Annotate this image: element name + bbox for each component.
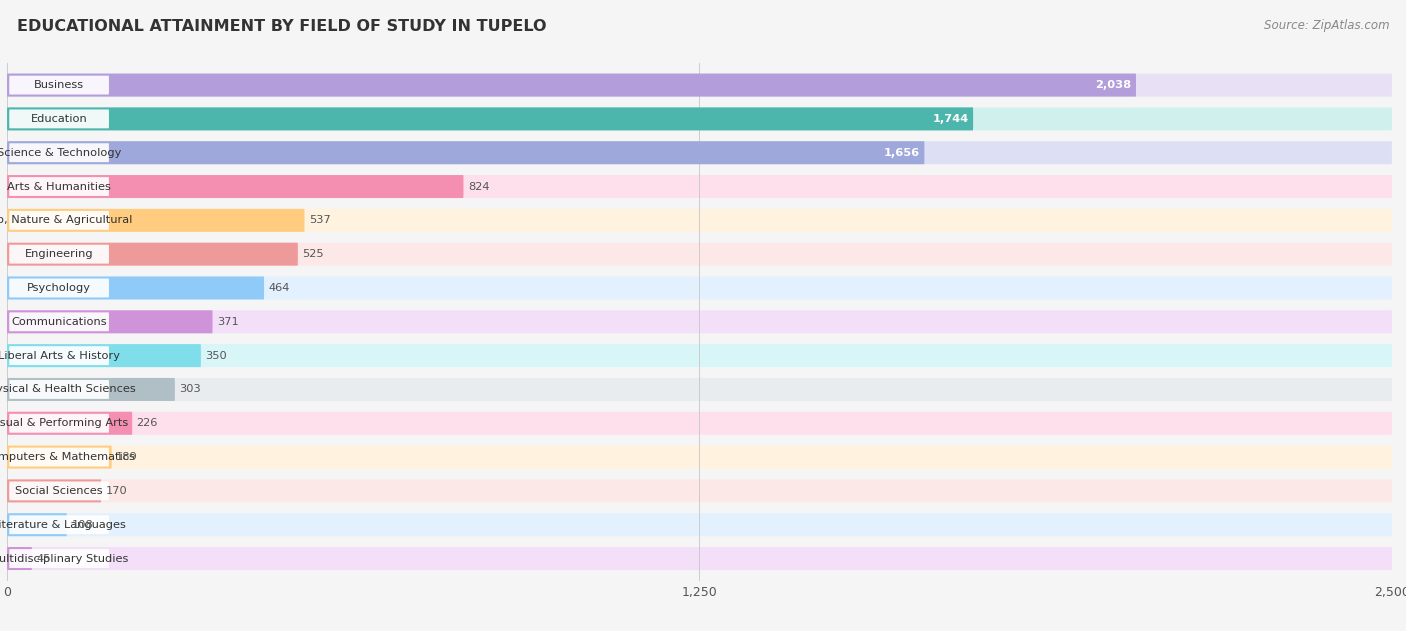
FancyBboxPatch shape bbox=[10, 549, 108, 568]
Text: Psychology: Psychology bbox=[27, 283, 91, 293]
FancyBboxPatch shape bbox=[10, 177, 108, 196]
FancyBboxPatch shape bbox=[7, 310, 1392, 333]
FancyBboxPatch shape bbox=[7, 74, 1136, 97]
FancyBboxPatch shape bbox=[10, 414, 108, 433]
Text: 226: 226 bbox=[136, 418, 157, 428]
Text: Science & Technology: Science & Technology bbox=[0, 148, 121, 158]
FancyBboxPatch shape bbox=[10, 346, 108, 365]
Text: Visual & Performing Arts: Visual & Performing Arts bbox=[0, 418, 129, 428]
Text: 2,038: 2,038 bbox=[1095, 80, 1132, 90]
FancyBboxPatch shape bbox=[7, 412, 1392, 435]
Text: 537: 537 bbox=[309, 215, 330, 225]
Text: Liberal Arts & History: Liberal Arts & History bbox=[0, 351, 120, 361]
Text: Source: ZipAtlas.com: Source: ZipAtlas.com bbox=[1264, 19, 1389, 32]
FancyBboxPatch shape bbox=[7, 378, 174, 401]
Text: 371: 371 bbox=[217, 317, 239, 327]
Text: Communications: Communications bbox=[11, 317, 107, 327]
Text: 303: 303 bbox=[180, 384, 201, 394]
Text: 108: 108 bbox=[72, 520, 93, 529]
FancyBboxPatch shape bbox=[7, 209, 305, 232]
FancyBboxPatch shape bbox=[10, 109, 108, 128]
Text: Computers & Mathematics: Computers & Mathematics bbox=[0, 452, 135, 462]
FancyBboxPatch shape bbox=[7, 175, 464, 198]
FancyBboxPatch shape bbox=[7, 412, 132, 435]
Text: 1,656: 1,656 bbox=[884, 148, 920, 158]
FancyBboxPatch shape bbox=[7, 310, 212, 333]
FancyBboxPatch shape bbox=[7, 547, 32, 570]
Text: 189: 189 bbox=[117, 452, 138, 462]
Text: Social Sciences: Social Sciences bbox=[15, 486, 103, 496]
FancyBboxPatch shape bbox=[10, 245, 108, 264]
FancyBboxPatch shape bbox=[10, 380, 108, 399]
FancyBboxPatch shape bbox=[7, 276, 264, 300]
FancyBboxPatch shape bbox=[7, 107, 1392, 131]
Text: 170: 170 bbox=[105, 486, 128, 496]
Text: 1,744: 1,744 bbox=[932, 114, 969, 124]
Text: Bio, Nature & Agricultural: Bio, Nature & Agricultural bbox=[0, 215, 132, 225]
FancyBboxPatch shape bbox=[7, 344, 1392, 367]
FancyBboxPatch shape bbox=[7, 243, 1392, 266]
FancyBboxPatch shape bbox=[7, 480, 1392, 502]
FancyBboxPatch shape bbox=[7, 513, 67, 536]
FancyBboxPatch shape bbox=[10, 211, 108, 230]
FancyBboxPatch shape bbox=[7, 243, 298, 266]
Text: 525: 525 bbox=[302, 249, 323, 259]
Text: Multidisciplinary Studies: Multidisciplinary Studies bbox=[0, 553, 129, 563]
FancyBboxPatch shape bbox=[7, 480, 101, 502]
FancyBboxPatch shape bbox=[10, 76, 108, 95]
Text: Business: Business bbox=[34, 80, 84, 90]
FancyBboxPatch shape bbox=[10, 481, 108, 500]
FancyBboxPatch shape bbox=[7, 209, 1392, 232]
Text: 824: 824 bbox=[468, 182, 489, 192]
FancyBboxPatch shape bbox=[7, 344, 201, 367]
FancyBboxPatch shape bbox=[7, 107, 973, 131]
Text: Education: Education bbox=[31, 114, 87, 124]
Text: Literature & Languages: Literature & Languages bbox=[0, 520, 127, 529]
FancyBboxPatch shape bbox=[10, 278, 108, 297]
FancyBboxPatch shape bbox=[7, 445, 111, 469]
FancyBboxPatch shape bbox=[10, 143, 108, 162]
FancyBboxPatch shape bbox=[7, 513, 1392, 536]
FancyBboxPatch shape bbox=[7, 74, 1392, 97]
FancyBboxPatch shape bbox=[10, 516, 108, 534]
Text: 350: 350 bbox=[205, 351, 228, 361]
FancyBboxPatch shape bbox=[7, 141, 1392, 164]
Text: EDUCATIONAL ATTAINMENT BY FIELD OF STUDY IN TUPELO: EDUCATIONAL ATTAINMENT BY FIELD OF STUDY… bbox=[17, 19, 547, 34]
FancyBboxPatch shape bbox=[7, 445, 1392, 469]
FancyBboxPatch shape bbox=[7, 175, 1392, 198]
FancyBboxPatch shape bbox=[7, 276, 1392, 300]
Text: Arts & Humanities: Arts & Humanities bbox=[7, 182, 111, 192]
Text: Physical & Health Sciences: Physical & Health Sciences bbox=[0, 384, 136, 394]
FancyBboxPatch shape bbox=[7, 141, 924, 164]
Text: 464: 464 bbox=[269, 283, 290, 293]
Text: Engineering: Engineering bbox=[25, 249, 93, 259]
FancyBboxPatch shape bbox=[7, 378, 1392, 401]
Text: 45: 45 bbox=[37, 553, 51, 563]
FancyBboxPatch shape bbox=[10, 447, 108, 466]
FancyBboxPatch shape bbox=[10, 312, 108, 331]
FancyBboxPatch shape bbox=[7, 547, 1392, 570]
